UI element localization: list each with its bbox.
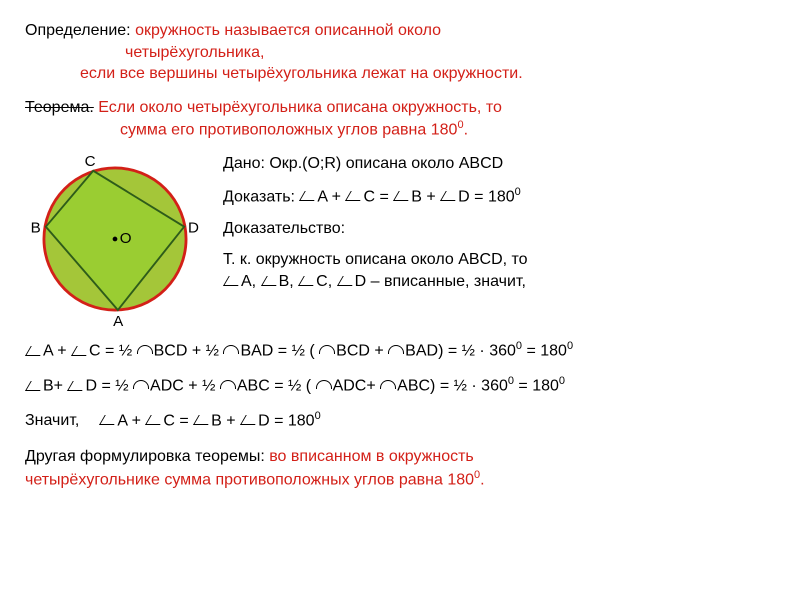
angle-icon — [71, 346, 87, 356]
equation-1: A + C = ½ BCD + ½ BAD = ½ ( BCD + BAD) =… — [25, 339, 775, 362]
angle-icon — [145, 415, 161, 425]
prove-line: Доказать: A + C = B + D = 1800 — [223, 185, 775, 208]
definition-text-1: окружность называется описанной около — [135, 22, 441, 39]
angle-icon — [193, 415, 209, 425]
angle-icon — [393, 191, 409, 201]
conclusion-label: Значит, — [25, 410, 79, 432]
angle-icon — [298, 276, 314, 286]
angle-icon — [67, 381, 83, 391]
arc-icon — [388, 345, 404, 354]
angle-icon — [345, 191, 361, 201]
arc-icon — [133, 380, 149, 389]
definition-block: Определение: окружность называется описа… — [25, 20, 775, 85]
theorem-text-1: Если около четырёхугольника описана окру… — [94, 99, 502, 116]
theorem-text-2: сумма его противоположных углов равна 18… — [25, 118, 775, 141]
main-row: O A B C D Дано: Окр.(O;R) описана около … — [25, 149, 775, 329]
svg-text:D: D — [188, 220, 199, 237]
theorem-block: Теорема. Если около четырёхугольника опи… — [25, 97, 775, 142]
angle-icon — [25, 381, 41, 391]
conclusion-row: Значит, A + C = B + D = 1800 — [25, 409, 775, 432]
alt-formulation: Другая формулировка теоремы: во вписанно… — [25, 446, 775, 491]
definition-text-2: четырёхугольника, — [25, 42, 775, 64]
arc-icon — [223, 345, 239, 354]
given-line: Дано: Окр.(O;R) описана около ABCD — [223, 153, 775, 175]
proof-column: Дано: Окр.(O;R) описана около ABCD Доказ… — [223, 149, 775, 302]
angle-icon — [99, 415, 115, 425]
proof-step: Т. к. окружность описана около ABCD, то … — [223, 249, 775, 292]
svg-text:O: O — [120, 230, 132, 247]
arc-icon — [319, 345, 335, 354]
angle-icon — [337, 276, 353, 286]
svg-text:A: A — [113, 313, 124, 329]
angle-icon — [240, 415, 256, 425]
angle-icon — [440, 191, 456, 201]
conclusion-eq: A + C = B + D = 1800 — [99, 409, 320, 432]
arc-icon — [220, 380, 236, 389]
svg-text:B: B — [31, 220, 41, 237]
angle-icon — [223, 276, 239, 286]
definition-label: Определение: — [25, 22, 135, 39]
equation-2: B+ D = ½ ADC + ½ ABC = ½ ( ADC+ ABC) = ½… — [25, 374, 775, 397]
arc-icon — [316, 380, 332, 389]
circle-diagram: O A B C D — [25, 149, 205, 329]
definition-condition: если все вершины четырёхугольника лежат … — [25, 63, 775, 85]
arc-icon — [380, 380, 396, 389]
proof-label: Доказательство: — [223, 218, 775, 240]
arc-icon — [137, 345, 153, 354]
angle-icon — [261, 276, 277, 286]
angle-icon — [25, 346, 41, 356]
svg-text:C: C — [85, 153, 96, 170]
angle-icon — [299, 191, 315, 201]
theorem-label: Теорема. — [25, 99, 94, 116]
